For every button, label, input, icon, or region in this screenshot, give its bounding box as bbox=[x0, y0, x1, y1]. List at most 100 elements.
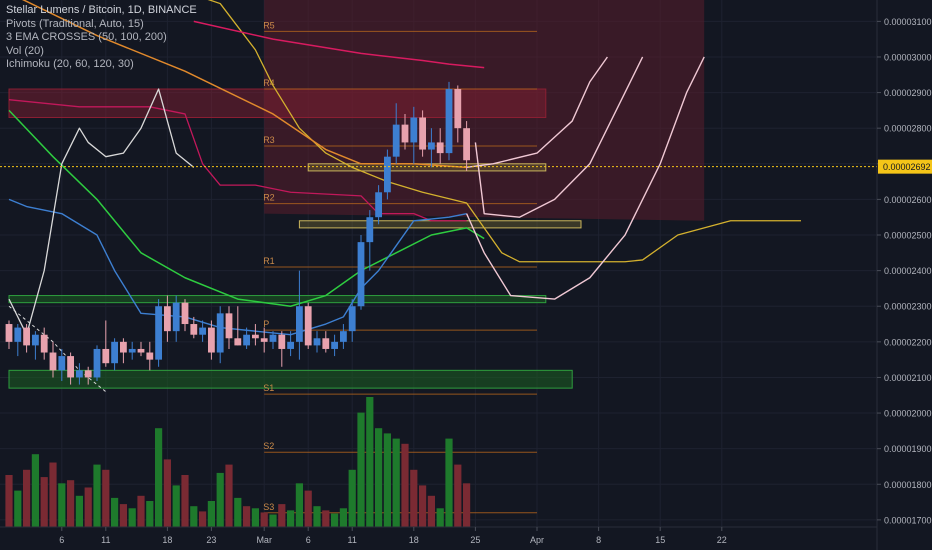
projection-curve bbox=[465, 56, 705, 300]
candle-down bbox=[49, 341, 57, 378]
candle-up bbox=[410, 106, 418, 164]
candle-up bbox=[93, 345, 101, 382]
volume-bar bbox=[392, 438, 400, 527]
candle-body bbox=[331, 341, 338, 349]
candle-body bbox=[348, 306, 356, 332]
candle-up bbox=[313, 331, 321, 353]
candle-down bbox=[164, 295, 171, 342]
volume-bar bbox=[366, 397, 374, 527]
x-tick-label: Mar bbox=[256, 535, 272, 545]
candle-body bbox=[304, 306, 312, 346]
candle-body bbox=[243, 334, 250, 346]
volume-bar bbox=[251, 508, 259, 527]
candle-down bbox=[84, 366, 92, 385]
candle-up bbox=[58, 348, 66, 382]
candle-body bbox=[287, 341, 294, 349]
candle-body bbox=[172, 302, 180, 332]
candle-up bbox=[243, 327, 250, 349]
candle-down bbox=[67, 352, 74, 385]
volume-bar bbox=[31, 454, 39, 527]
volume-bar bbox=[14, 490, 22, 527]
candle-body bbox=[401, 124, 409, 143]
volume-bar bbox=[172, 485, 180, 527]
volume-bar bbox=[234, 497, 242, 527]
candle-up bbox=[155, 299, 162, 367]
volume-bar bbox=[84, 487, 92, 527]
candle-body bbox=[392, 124, 400, 157]
candle-body bbox=[225, 313, 233, 339]
candle-body bbox=[296, 306, 303, 342]
candle-body bbox=[102, 348, 110, 364]
y-tick-label: 0.00001900 bbox=[884, 444, 932, 454]
candle-up bbox=[269, 331, 277, 349]
candle-up bbox=[296, 270, 303, 360]
candle-down bbox=[463, 121, 470, 171]
candle-up bbox=[348, 299, 356, 342]
x-tick-label: 23 bbox=[206, 535, 216, 545]
volume-bar bbox=[23, 469, 31, 527]
candle-body bbox=[181, 302, 189, 325]
candle-body bbox=[278, 334, 286, 349]
candle-down bbox=[208, 320, 215, 360]
candle-up bbox=[76, 363, 83, 385]
candle-up bbox=[340, 324, 347, 349]
current-price-badge bbox=[878, 159, 932, 174]
zone-green bbox=[8, 295, 547, 304]
y-tick-label: 0.00002800 bbox=[884, 124, 932, 134]
candle-body bbox=[137, 348, 145, 353]
volume-bar bbox=[410, 469, 418, 527]
y-tick-label: 0.00002400 bbox=[884, 266, 932, 276]
legend-ichimoku: Ichimoku (20, 60, 120, 30) bbox=[6, 58, 134, 70]
candle-up bbox=[111, 338, 118, 371]
candle-body bbox=[190, 324, 198, 335]
candle-down bbox=[419, 110, 426, 157]
candle-body bbox=[120, 341, 127, 353]
candle-up bbox=[366, 210, 374, 271]
candle-up bbox=[445, 81, 453, 161]
candle-up bbox=[375, 185, 382, 225]
candle-body bbox=[128, 348, 136, 353]
candle-body bbox=[146, 352, 154, 360]
candle-down bbox=[225, 306, 233, 349]
volume-bar bbox=[199, 511, 207, 527]
candle-up bbox=[428, 128, 435, 168]
volume-bar bbox=[163, 459, 171, 527]
candle-up bbox=[357, 235, 365, 310]
candle-body bbox=[366, 217, 374, 243]
projection-curve bbox=[474, 56, 644, 218]
volume-bar bbox=[287, 510, 295, 527]
candle-body bbox=[32, 334, 39, 346]
volume-bar bbox=[146, 501, 154, 527]
candle-body bbox=[23, 327, 30, 346]
volume-bar bbox=[269, 514, 277, 527]
volume-bar bbox=[427, 495, 435, 527]
candle-body bbox=[260, 338, 268, 342]
volume-bar bbox=[137, 495, 145, 527]
legend-title: Stellar Lumens / Bitcoin, 1D, BINANCE bbox=[6, 4, 197, 16]
candle-body bbox=[216, 313, 224, 353]
y-tick-label: 0.00002900 bbox=[884, 88, 932, 98]
ema-pink-line bbox=[193, 20, 485, 69]
zone-green bbox=[8, 369, 573, 389]
x-axis: 6 11 18 23 Mar 6 11 18 25 Apr 8 15 22 bbox=[59, 527, 727, 545]
x-tick-label: Apr bbox=[530, 535, 544, 545]
candle-body bbox=[155, 306, 162, 360]
volume-bar bbox=[445, 438, 453, 527]
candle-body bbox=[375, 192, 382, 218]
candle-body bbox=[357, 242, 365, 307]
volume-bar bbox=[401, 443, 409, 527]
legend-pivots: Pivots (Traditional, Auto, 15) bbox=[6, 17, 144, 30]
candle-up bbox=[392, 103, 400, 164]
candle-body bbox=[111, 341, 118, 364]
y-tick-label: 0.00002500 bbox=[884, 231, 932, 241]
ichimoku-leading-line bbox=[207, 0, 801, 263]
candle-down bbox=[137, 341, 145, 357]
candle-down bbox=[234, 306, 242, 346]
pivot-label: R3 bbox=[263, 135, 275, 145]
volume-bar bbox=[357, 412, 365, 527]
volume-bar bbox=[454, 464, 462, 527]
candles bbox=[5, 81, 470, 385]
y-tick-label: 0.00003100 bbox=[884, 17, 932, 27]
volume-bar bbox=[463, 483, 471, 527]
